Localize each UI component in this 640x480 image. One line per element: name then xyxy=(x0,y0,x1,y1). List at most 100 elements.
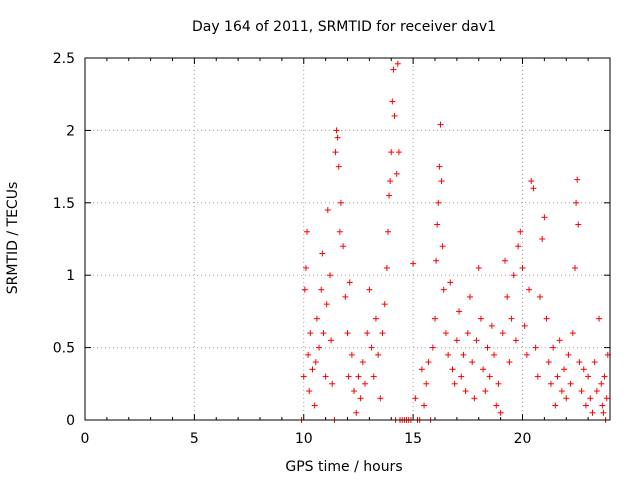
data-point xyxy=(440,286,447,293)
data-point xyxy=(359,359,366,366)
data-point xyxy=(301,286,308,293)
data-point xyxy=(345,373,352,380)
data-point xyxy=(462,388,469,395)
data-point xyxy=(438,178,445,185)
data-point xyxy=(311,402,318,409)
data-point xyxy=(362,380,368,387)
data-point xyxy=(486,373,493,380)
data-point xyxy=(312,359,319,366)
data-point xyxy=(552,402,559,409)
data-point xyxy=(379,330,386,337)
data-point xyxy=(521,322,528,329)
y-axis-label: SRMTID / TECUs xyxy=(5,182,21,295)
data-point xyxy=(410,260,417,267)
data-point xyxy=(393,170,400,177)
data-point xyxy=(475,264,482,271)
data-point xyxy=(547,380,554,387)
data-point xyxy=(591,359,598,366)
data-point xyxy=(368,344,375,351)
data-point xyxy=(329,380,336,387)
x-tick-label: 0 xyxy=(81,431,90,447)
data-point xyxy=(435,199,442,206)
data-point xyxy=(305,351,312,358)
data-point xyxy=(386,192,393,199)
data-point xyxy=(587,395,594,402)
data-point xyxy=(327,272,333,279)
data-point xyxy=(558,388,565,395)
data-point xyxy=(302,264,309,271)
data-point xyxy=(429,344,436,351)
x-tick-label: 15 xyxy=(404,431,422,447)
data-point xyxy=(439,243,446,250)
data-point xyxy=(336,228,343,235)
data-point xyxy=(495,380,502,387)
data-point xyxy=(333,127,340,134)
x-tick-label: 5 xyxy=(190,431,199,447)
plot-frame xyxy=(84,57,611,421)
data-points xyxy=(298,60,611,423)
data-point xyxy=(517,228,524,235)
data-point xyxy=(554,373,561,380)
data-point xyxy=(323,301,330,308)
data-point xyxy=(433,257,440,264)
data-point xyxy=(537,293,543,300)
y-tick-label: 0 xyxy=(66,413,75,429)
data-point xyxy=(389,98,396,105)
data-point xyxy=(451,380,458,387)
data-point xyxy=(412,395,419,402)
data-point xyxy=(453,337,460,344)
data-point xyxy=(484,344,491,351)
data-point xyxy=(437,121,444,128)
data-point xyxy=(366,286,373,293)
data-point xyxy=(550,344,557,351)
y-tick-label: 1.5 xyxy=(53,196,75,212)
data-point xyxy=(316,344,323,351)
data-point xyxy=(340,243,347,250)
x-tick-label: 20 xyxy=(514,431,532,447)
data-point xyxy=(488,322,495,329)
data-point xyxy=(395,149,402,156)
data-point xyxy=(506,359,513,366)
data-point xyxy=(532,344,539,351)
data-point xyxy=(377,395,384,402)
data-point xyxy=(425,359,432,366)
data-point xyxy=(477,315,484,322)
data-point xyxy=(319,250,326,257)
data-point xyxy=(589,409,596,416)
data-point xyxy=(543,315,550,322)
data-point xyxy=(567,380,574,387)
data-point xyxy=(464,330,471,337)
data-point xyxy=(528,178,535,185)
data-point xyxy=(601,373,608,380)
data-point xyxy=(530,185,537,192)
data-point xyxy=(447,279,454,286)
data-point xyxy=(563,395,570,402)
data-point xyxy=(572,264,578,271)
data-point xyxy=(320,330,327,337)
data-point xyxy=(334,134,341,141)
data-point xyxy=(318,286,325,293)
data-point xyxy=(539,236,546,242)
data-point xyxy=(304,228,311,235)
data-point xyxy=(600,409,607,416)
data-point xyxy=(370,373,377,380)
data-point xyxy=(582,402,589,409)
data-point xyxy=(508,315,515,322)
data-point xyxy=(442,330,449,337)
data-point xyxy=(423,380,430,387)
data-point xyxy=(599,402,606,409)
data-point xyxy=(348,351,355,358)
y-tick-label: 2.5 xyxy=(53,51,75,67)
x-tick-label: 10 xyxy=(295,431,313,447)
data-point xyxy=(593,388,600,395)
data-point xyxy=(569,330,576,337)
data-point xyxy=(502,257,508,264)
data-point xyxy=(436,163,443,170)
data-point xyxy=(418,366,425,373)
data-point xyxy=(585,373,592,380)
data-point xyxy=(598,380,605,387)
data-point xyxy=(519,264,526,271)
data-point xyxy=(394,60,401,67)
data-point xyxy=(573,199,580,206)
